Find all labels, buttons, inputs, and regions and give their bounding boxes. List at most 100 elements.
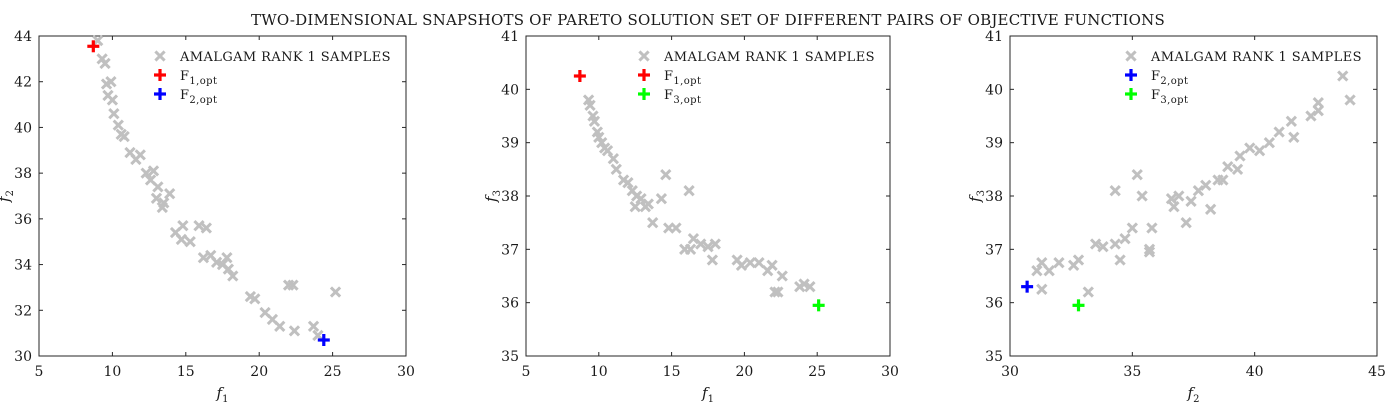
x-tick-label: 5: [35, 364, 44, 380]
y-tick-label: 38: [14, 166, 32, 182]
y-axis-label: f2: [0, 190, 16, 203]
y-axis-label: f3: [482, 190, 503, 203]
data-point: [1072, 254, 1085, 266]
data-point: [274, 320, 286, 332]
data-point: [1173, 190, 1185, 202]
data-point: [607, 153, 620, 165]
series-1: [582, 94, 816, 298]
legend-label: F1,opt: [664, 69, 701, 87]
x-tick-label: 10: [590, 364, 608, 380]
data-point: [249, 293, 261, 305]
y-tick-label: 38: [985, 189, 1003, 205]
legend-label: F2,opt: [1151, 69, 1188, 87]
data-point: [1200, 179, 1212, 191]
data-point: [222, 263, 235, 275]
optimum-point: [1072, 299, 1085, 312]
legend-marker: [1125, 69, 1137, 81]
data-point: [1185, 195, 1197, 207]
data-point: [1136, 190, 1148, 202]
data-point: [1126, 222, 1138, 234]
data-point: [735, 259, 748, 271]
y-axis-label: f3: [966, 190, 987, 203]
data-point: [629, 201, 641, 213]
data-point: [1146, 222, 1158, 234]
data-point: [776, 270, 788, 282]
data-point: [702, 241, 714, 253]
optimum-point: [317, 334, 330, 346]
data-point: [772, 286, 784, 298]
data-point: [99, 57, 111, 70]
figure-title: TWO-DIMENSIONAL SNAPSHOTS OF PARETO SOLU…: [251, 11, 1165, 29]
data-point: [227, 270, 239, 282]
x-tick-label: 25: [324, 364, 342, 380]
data-point: [1180, 217, 1192, 229]
data-point: [1082, 286, 1094, 298]
x-tick-label: 45: [1368, 364, 1386, 380]
series-3: [812, 299, 825, 312]
data-point: [147, 165, 160, 177]
data-point: [1312, 97, 1324, 109]
plots-container: 5 10 15 20 25 30 30 32 34 36 38 40 42 44 f1 f2 AMALGAM R…: [0, 29, 1386, 405]
y-tick-label: 38: [501, 189, 519, 205]
data-point: [115, 128, 127, 140]
data-point: [670, 222, 682, 234]
data-point: [307, 320, 320, 332]
series-2: [1021, 280, 1034, 293]
data-point: [1109, 185, 1121, 197]
data-point: [150, 192, 163, 204]
data-point: [152, 181, 164, 193]
data-point: [766, 259, 778, 271]
data-point: [106, 94, 119, 106]
data-point: [1337, 70, 1349, 82]
data-point: [695, 238, 707, 250]
plot-2: 5 10 15 20 25 30 35 36 37 38 39 40 41 f1 f3 AMALGAM RAN…: [482, 29, 899, 405]
x-tick-label: 25: [808, 364, 826, 380]
x-tick-label: 30: [397, 364, 415, 380]
data-point: [1097, 241, 1109, 253]
y-tick-label: 36: [14, 212, 32, 228]
legend-marker: [638, 50, 650, 62]
data-point: [601, 145, 614, 157]
y-tick-label: 41: [501, 29, 519, 45]
legend-marker: [154, 88, 166, 100]
data-point: [105, 76, 117, 88]
legend-marker: [154, 50, 166, 62]
data-point: [112, 119, 124, 131]
data-point: [156, 201, 168, 214]
data-point: [769, 286, 781, 298]
data-point: [163, 188, 176, 200]
data-point: [588, 115, 601, 127]
data-point: [140, 167, 152, 179]
data-point: [655, 193, 668, 205]
data-point: [1168, 201, 1180, 213]
legend-marker: [1125, 88, 1137, 100]
data-point: [1119, 233, 1131, 245]
data-point: [1043, 265, 1055, 277]
data-point: [1165, 193, 1178, 205]
legend-label: F1,opt: [180, 69, 217, 87]
data-point: [177, 220, 189, 232]
y-tick-label: 39: [985, 136, 1003, 152]
data-point: [1217, 174, 1229, 186]
axes-box: [38, 35, 407, 357]
axes-box: [525, 35, 891, 357]
optimum-point: [87, 40, 100, 53]
y-tick-label: 34: [14, 258, 32, 274]
data-point: [744, 257, 756, 269]
y-tick-label: 30: [14, 349, 32, 365]
data-point: [1036, 257, 1048, 269]
data-point: [647, 217, 659, 229]
data-point: [1253, 145, 1266, 157]
data-point: [1231, 163, 1244, 175]
plot-1: 5 10 15 20 25 30 30 32 34 36 38 40 42 44 f1 f2 AMALGAM R…: [0, 29, 415, 405]
data-point: [660, 169, 672, 181]
data-point: [610, 163, 622, 175]
data-point: [184, 236, 196, 248]
x-tick-label: 40: [1246, 364, 1264, 380]
data-point: [683, 185, 695, 197]
x-tick-label: 15: [177, 364, 195, 380]
optimum-point: [812, 299, 825, 312]
legend-label: F3,opt: [664, 88, 701, 106]
